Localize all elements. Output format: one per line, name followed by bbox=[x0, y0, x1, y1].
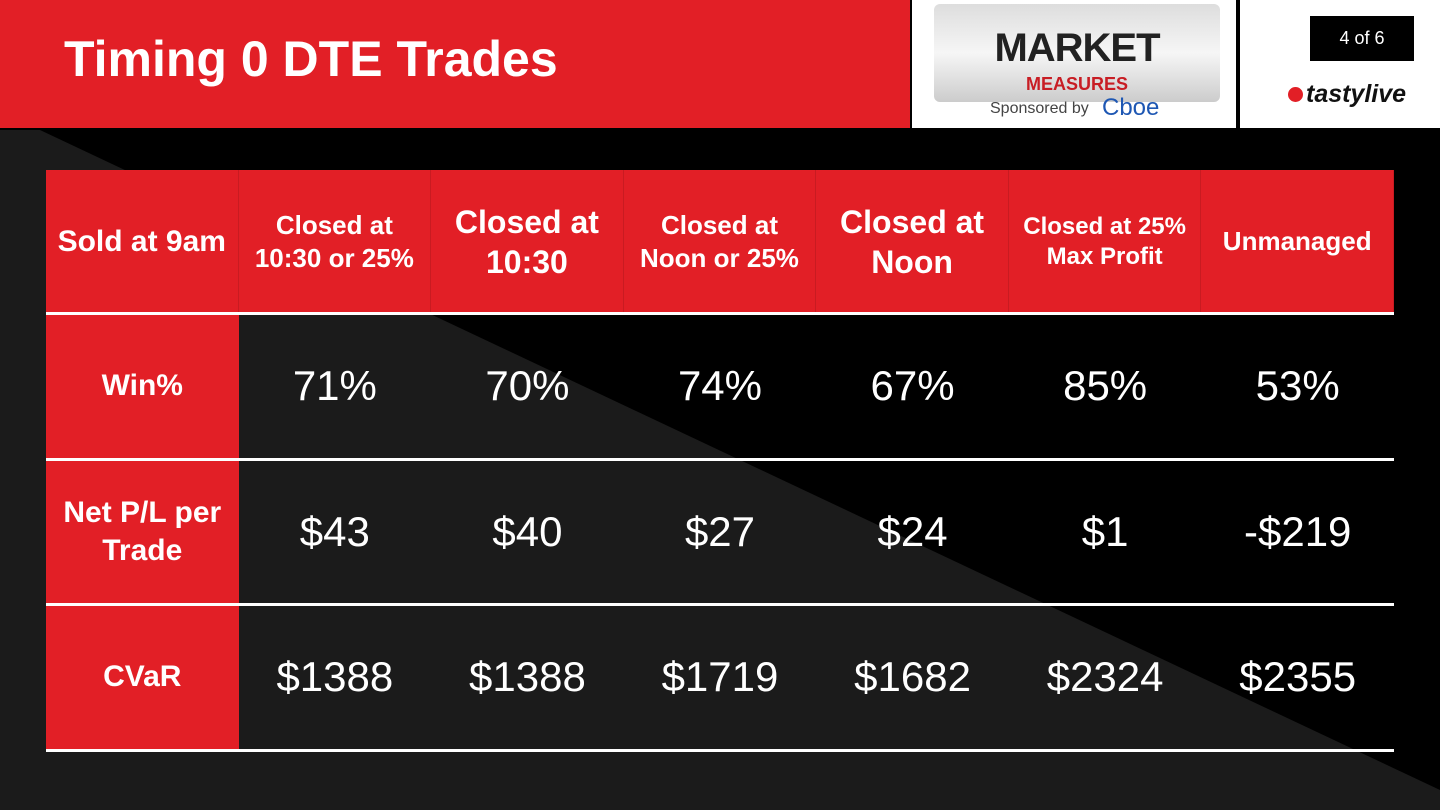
row-label: CVaR bbox=[46, 606, 239, 749]
cell-value: 70% bbox=[485, 362, 570, 410]
sponsor-text: Sponsored by bbox=[990, 100, 1089, 117]
cell-value: $1388 bbox=[276, 653, 394, 701]
column-header: Closed at 10:30 bbox=[431, 170, 624, 313]
cell-value: 85% bbox=[1063, 362, 1148, 410]
logo-word: MEASURES bbox=[1025, 74, 1128, 94]
cell-value: $1719 bbox=[661, 653, 779, 701]
page-indicator: 4 of 6 bbox=[1310, 16, 1414, 61]
column-header: Closed at Noon bbox=[816, 170, 1009, 313]
column-header: Closed at Noon or 25% bbox=[623, 170, 817, 313]
cell-value: $1 bbox=[1081, 507, 1129, 555]
header-bar: Timing 0 DTE Trades bbox=[0, 0, 910, 128]
brand-logo: tastylive bbox=[1288, 80, 1406, 109]
column-header: Unmanaged bbox=[1201, 170, 1394, 313]
row-divider bbox=[46, 748, 1394, 752]
cell-value: 74% bbox=[677, 362, 763, 410]
logo-badge: MARKET MEASURES bbox=[934, 4, 1220, 102]
cell-value: 67% bbox=[870, 362, 955, 410]
row-divider bbox=[46, 603, 1394, 606]
cell-value: -$219 bbox=[1243, 507, 1352, 555]
cell-value: $2355 bbox=[1239, 653, 1357, 701]
column-header: Closed at 25% Max Profit bbox=[1008, 170, 1202, 313]
cell-value: $1682 bbox=[854, 653, 971, 701]
cell-value: $27 bbox=[684, 507, 756, 555]
column-header: Sold at 9am bbox=[46, 170, 239, 313]
sponsor-brand: Cboe bbox=[1102, 94, 1160, 121]
brand-box: 4 of 6 tastylive bbox=[1240, 0, 1440, 128]
cell-value: 53% bbox=[1255, 362, 1340, 410]
show-logo: MARKET MEASURES Sponsored by Cboe bbox=[912, 0, 1236, 128]
cell-value: 71% bbox=[292, 362, 377, 410]
cell-value: $2324 bbox=[1046, 653, 1164, 701]
cell-value: $24 bbox=[877, 507, 948, 555]
title: Timing 0 DTE Trades bbox=[64, 31, 558, 87]
cell-value: $1388 bbox=[469, 653, 586, 701]
row-divider bbox=[46, 457, 1394, 461]
row-label: Net P/L per Trade bbox=[46, 460, 239, 603]
row-divider bbox=[46, 312, 1394, 315]
cell-value: $40 bbox=[492, 507, 563, 555]
logo-word: MARKET bbox=[994, 26, 1160, 70]
row-label: Win% bbox=[46, 315, 239, 458]
column-header: Closed at 10:30 or 25% bbox=[238, 170, 432, 313]
cell-value: $43 bbox=[299, 507, 370, 555]
